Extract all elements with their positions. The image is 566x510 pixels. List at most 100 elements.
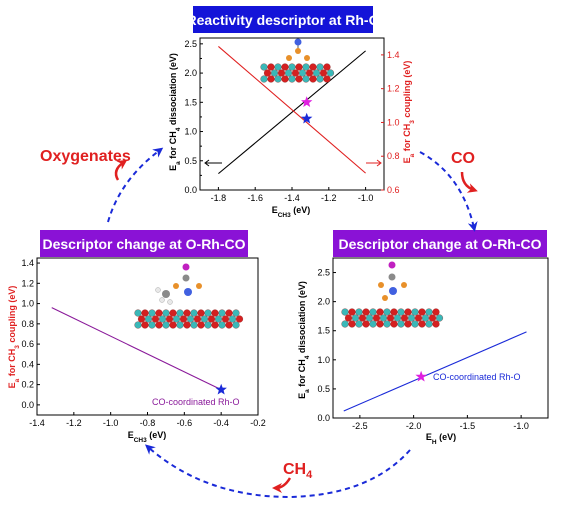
co-arrow-icon [460,171,478,193]
right-slab-atom [348,308,356,316]
left-slab-atom [169,321,177,329]
left-ytick-label: 1.0 [21,299,34,309]
right-slab-atom [369,320,377,328]
right-atom-c [388,273,396,281]
left-slab-atom [169,309,177,317]
top-slab-atom [323,75,331,83]
top-slab-atom [309,75,317,83]
left-slab-atom [165,315,174,323]
left-slab-atom [190,309,198,317]
left-slab-atom [228,315,237,323]
top-xlabel-part: E [272,205,278,215]
left-slab-atom [151,315,160,323]
top-ylabel-right-part: coupling (eV) [402,61,412,121]
right-ylabel-part: a [304,389,311,393]
left-slab-atom [148,309,156,317]
left-slab-atom [134,321,142,329]
left-ytick-label: 0.0 [21,400,34,410]
left-slab-atom [218,321,226,329]
right-xtick-label: -2.5 [352,421,368,431]
left-ylabel-part: E [7,382,17,388]
left-xtick-label: -1.0 [103,418,119,428]
right-ytick-label: 1.5 [317,326,330,336]
top-ytick-right-label: 1.0 [387,117,400,127]
top-slab-atom [284,69,293,77]
top-atom-o3 [304,55,310,61]
right-slab-atom [435,314,444,322]
left-xtick-label: -1.4 [29,418,45,428]
top-slab-atom [267,63,275,71]
right-slab-atom [376,320,384,328]
top-left-axis-arrow-head [204,159,210,167]
right-slab-atom [341,308,349,316]
top-ytick-left-label: 1.5 [184,97,197,107]
top-ytick-left-label: 1.0 [184,127,197,137]
top-slab-atom [309,63,317,71]
left-slab-atom [141,321,149,329]
left-ylabel-part: for CH [7,349,17,379]
right-xlabel-part: (eV) [437,432,457,442]
top-slab-atom [263,69,272,77]
left-slab-atom [204,309,212,317]
label-co: CO [451,150,475,167]
top-series-ch3-coupling [218,46,366,174]
top-ylabel-right: Ea for CH3 coupling (eV) [402,61,416,164]
right-slab-atom [407,314,416,322]
top-ytick-right-label: 0.6 [387,185,400,195]
top-slab-atom [274,63,282,71]
top-ytick-left-label: 0.5 [184,156,197,166]
left-slab-atom [204,321,212,329]
right-star [415,370,427,382]
left-slab-atom [232,309,240,317]
left-xlabel-part: CH3 [134,437,147,444]
top-xlabel-part: CH3 [278,212,291,219]
top-ytick-right-label: 1.2 [387,84,400,94]
top-slab-atom [288,75,296,83]
right-slab-atom [351,314,360,322]
left-slab-atom [176,321,184,329]
left-xtick-label: -0.2 [250,418,266,428]
right-ytick-label: 0.5 [317,384,330,394]
right-slab-atom [341,320,349,328]
right-slab-atom [362,308,370,316]
left-slab-atom [134,309,142,317]
top-slab-atom [302,63,310,71]
right-slab-atom [404,320,412,328]
left-slab-atom [158,315,167,323]
right-slab-atom [400,314,409,322]
left-slab-atom [200,315,209,323]
right-slab-atom [365,314,374,322]
top-ylabel-left-part: E [168,165,178,171]
top-slab-atom [270,69,279,77]
right-ylabel-part: dissociation (eV) [297,281,307,356]
left-plot-frame [36,257,259,416]
right-slab-atom [362,320,370,328]
ch4-arrow-icon [272,477,292,493]
left-slab-atom [193,315,202,323]
title-descriptor-change-left: Descriptor change at O-Rh-CO [40,230,248,257]
right-ytick-label: 2.0 [317,297,330,307]
top-ytick-left-label: 2.0 [184,68,197,78]
cycle-arrow-top-right [419,151,478,232]
oxygenates-arrow-icon [114,159,128,181]
title-descriptor-change-right: Descriptor change at O-Rh-CO [333,230,547,257]
left-slab-atom [197,321,205,329]
chart-right: -2.5 -2.0 -1.5 -1.0 0.0 0.5 1.0 1.5 2.0 2.5 CO-coo… [297,257,549,446]
left-slab-atom [207,315,216,323]
right-slab-atom [348,320,356,328]
chart-left: -1.4 -1.2 -1.0 -0.8 -0.6 -0.4 -0.2 0.0 0.2 0.4 0.6… [7,257,266,444]
top-star-blue [301,112,313,124]
right-slab-atom [411,308,419,316]
left-xlabel-part: E [128,430,134,440]
left-slab-atom [211,309,219,317]
top-slab-atom [302,75,310,83]
right-ylabel-part: E [297,393,307,399]
title-reactivity-descriptor: Reactivity descriptor at Rh-O [187,6,379,33]
left-slab-atom [225,309,233,317]
top-slab-atom [274,75,282,83]
right-slab-atom [397,308,405,316]
right-slab-atom [390,320,398,328]
right-slab-atom [390,308,398,316]
right-slab-atom [369,308,377,316]
top-slab-atom [291,69,300,77]
